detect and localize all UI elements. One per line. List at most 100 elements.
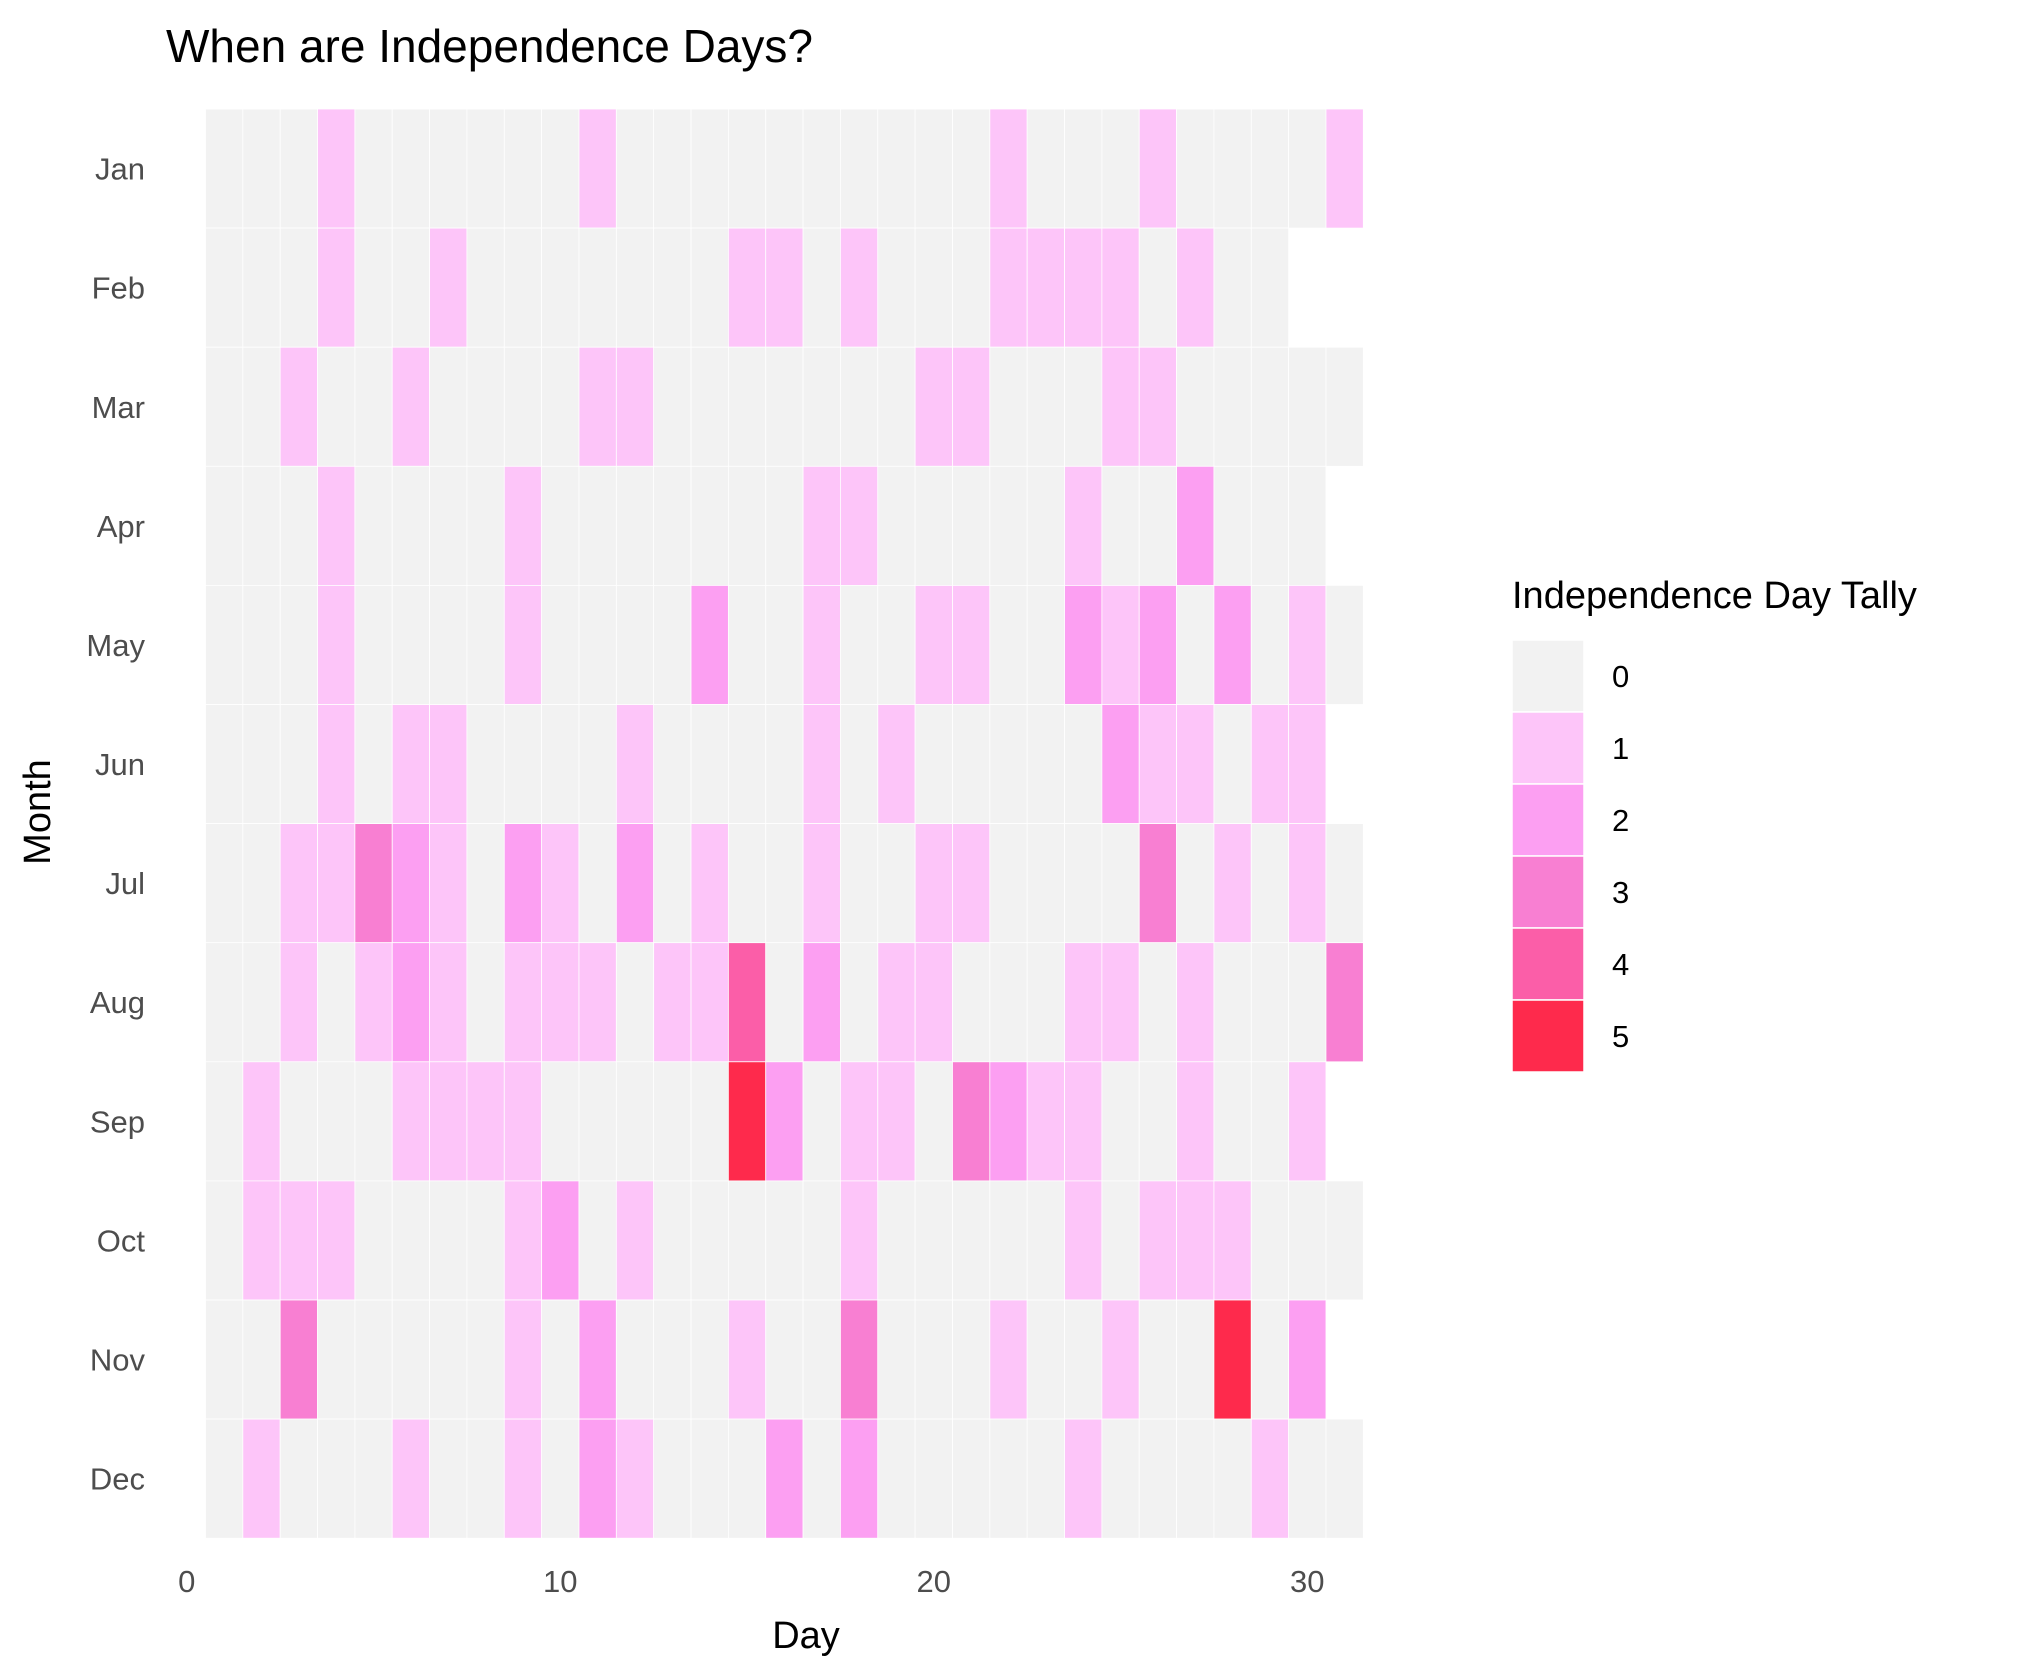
heatmap-cell-jul-3 <box>279 823 318 944</box>
heatmap-cell-jul-14 <box>690 823 729 944</box>
heatmap-cell-nov-18 <box>840 1299 879 1420</box>
heatmap-cell-jan-9 <box>503 108 543 229</box>
heatmap-cell-oct-1 <box>205 1180 244 1301</box>
heatmap-cell-jun-7 <box>429 704 468 824</box>
heatmap-cell-jan-15 <box>727 108 767 229</box>
heatmap-cell-nov-14 <box>690 1299 729 1420</box>
heatmap-cell-jan-29 <box>1250 108 1290 229</box>
heatmap-cell-sep-9 <box>503 1061 543 1182</box>
heatmap-cell-jan-11 <box>578 108 617 229</box>
heatmap-cell-apr-4 <box>317 465 356 586</box>
heatmap-cell-sep-23 <box>1026 1061 1065 1182</box>
heatmap-cell-aug-29 <box>1250 942 1290 1063</box>
heatmap-cell-oct-17 <box>802 1180 841 1301</box>
heatmap-cell-may-6 <box>391 585 430 705</box>
heatmap-cell-apr-21 <box>952 465 991 586</box>
x-tick-30: 30 <box>1290 1564 1324 1599</box>
heatmap-cell-oct-22 <box>989 1180 1028 1301</box>
heatmap-cell-nov-22 <box>989 1299 1028 1420</box>
heatmap-cell-aug-26 <box>1138 942 1177 1063</box>
heatmap-cell-aug-24 <box>1064 942 1103 1063</box>
heatmap-cell-sep-25 <box>1101 1061 1140 1182</box>
heatmap-cell-nov-25 <box>1101 1299 1140 1420</box>
heatmap-cell-mar-10 <box>541 346 580 467</box>
heatmap-cell-aug-4 <box>317 942 356 1063</box>
heatmap-cell-dec-20 <box>914 1418 953 1539</box>
heatmap-cell-dec-24 <box>1064 1418 1103 1539</box>
heatmap-cell-aug-7 <box>429 942 468 1063</box>
heatmap-cells <box>205 108 1364 1539</box>
heatmap-cell-apr-22 <box>989 465 1028 586</box>
heatmap-cell-feb-5 <box>354 227 393 348</box>
heatmap-cell-jun-28 <box>1213 704 1252 824</box>
legend-title: Independence Day Tally <box>1512 575 1917 617</box>
heatmap-cell-mar-31 <box>1325 346 1364 467</box>
heatmap-cell-may-28 <box>1213 585 1252 705</box>
heatmap-cell-mar-27 <box>1176 346 1215 467</box>
heatmap-cell-mar-12 <box>615 346 655 467</box>
heatmap-cell-feb-24 <box>1064 227 1103 348</box>
heatmap-cell-mar-29 <box>1250 346 1290 467</box>
heatmap-cell-nov-13 <box>653 1299 692 1420</box>
heatmap-cell-aug-9 <box>503 942 543 1063</box>
heatmap-cell-jun-30 <box>1288 704 1327 824</box>
heatmap-cell-nov-5 <box>354 1299 393 1420</box>
heatmap-cell-jun-14 <box>690 704 729 824</box>
heatmap-cell-mar-25 <box>1101 346 1140 467</box>
heatmap-cell-may-25 <box>1101 585 1140 705</box>
heatmap-cell-jul-15 <box>727 823 767 944</box>
heatmap-cell-may-20 <box>914 585 953 705</box>
heatmap-cell-may-10 <box>541 585 580 705</box>
heatmap-cell-mar-14 <box>690 346 729 467</box>
heatmap-cell-jun-16 <box>765 704 804 824</box>
y-tick-jan: Jan <box>95 152 145 187</box>
heatmap-cell-jul-20 <box>914 823 953 944</box>
heatmap-cell-sep-21 <box>952 1061 991 1182</box>
heatmap-cell-jan-13 <box>653 108 692 229</box>
heatmap-cell-feb-27 <box>1176 227 1215 348</box>
heatmap-cell-jan-10 <box>541 108 580 229</box>
heatmap-cell-sep-26 <box>1138 1061 1177 1182</box>
heatmap-cell-aug-10 <box>541 942 580 1063</box>
y-tick-labels: Jan Feb Mar Apr May Jun Jul Aug Sep Oct Nov Dec <box>86 152 145 1497</box>
heatmap-cell-jan-1 <box>205 108 244 229</box>
heatmap-cell-sep-22 <box>989 1061 1028 1182</box>
heatmap-cell-dec-27 <box>1176 1418 1215 1539</box>
heatmap-cell-dec-12 <box>615 1418 655 1539</box>
heatmap-cell-aug-22 <box>989 942 1028 1063</box>
heatmap-cell-nov-17 <box>802 1299 841 1420</box>
heatmap-cell-may-9 <box>503 585 543 705</box>
heatmap-cell-mar-19 <box>877 346 916 467</box>
heatmap-cell-aug-20 <box>914 942 953 1063</box>
heatmap-cell-oct-23 <box>1026 1180 1065 1301</box>
heatmap-cell-apr-29 <box>1250 465 1290 586</box>
heatmap-cell-may-4 <box>317 585 356 705</box>
heatmap-cell-aug-6 <box>391 942 430 1063</box>
heatmap-cell-nov-7 <box>429 1299 468 1420</box>
heatmap-cell-jul-11 <box>578 823 617 944</box>
heatmap-cell-may-2 <box>242 585 281 705</box>
heatmap-cell-dec-17 <box>802 1418 841 1539</box>
heatmap-cell-nov-26 <box>1138 1299 1177 1420</box>
heatmap-cell-may-17 <box>802 585 841 705</box>
legend: Independence Day Tally 0 1 2 3 4 5 <box>1511 575 1917 1073</box>
heatmap-cell-feb-9 <box>503 227 543 348</box>
heatmap-cell-oct-15 <box>727 1180 767 1301</box>
heatmap-cell-dec-11 <box>578 1418 617 1539</box>
heatmap-cell-nov-20 <box>914 1299 953 1420</box>
heatmap-cell-dec-1 <box>205 1418 244 1539</box>
heatmap-cell-feb-22 <box>989 227 1028 348</box>
heatmap-cell-feb-21 <box>952 227 991 348</box>
heatmap-cell-feb-8 <box>466 227 505 348</box>
heatmap-cell-sep-17 <box>802 1061 841 1182</box>
heatmap-cell-jan-3 <box>279 108 318 229</box>
heatmap-cell-jul-24 <box>1064 823 1103 944</box>
heatmap-cell-apr-14 <box>690 465 729 586</box>
heatmap-cell-feb-19 <box>877 227 916 348</box>
heatmap-cell-oct-31 <box>1325 1180 1364 1301</box>
heatmap-cell-oct-18 <box>840 1180 879 1301</box>
heatmap-cell-dec-4 <box>317 1418 356 1539</box>
heatmap-cell-apr-23 <box>1026 465 1065 586</box>
heatmap-cell-may-12 <box>615 585 655 705</box>
heatmap-cell-feb-3 <box>279 227 318 348</box>
